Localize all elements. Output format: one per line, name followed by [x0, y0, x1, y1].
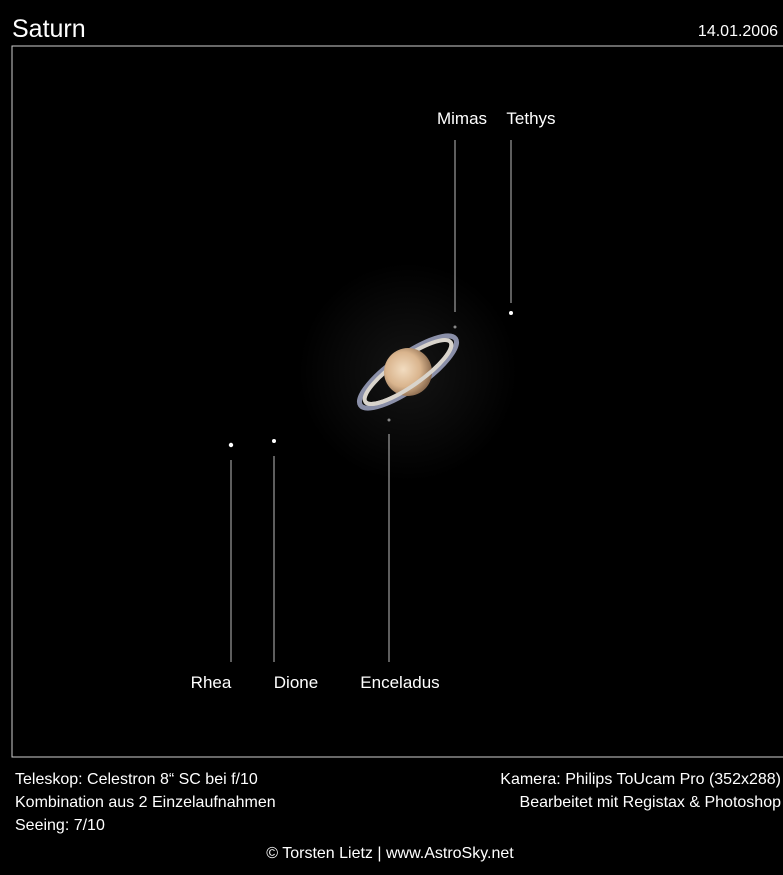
moon-label: Rhea [191, 673, 232, 692]
info-text: Teleskop: Celestron 8“ SC bei f/10 [15, 771, 258, 788]
info-text: Bearbeitet mit Registax & Photoshop [520, 794, 782, 811]
moon-label: Enceladus [360, 673, 439, 692]
moon-label: Mimas [437, 109, 487, 128]
moon [272, 439, 276, 443]
astro-photo: Saturn 14.01.2006 Mimas Tethys Rhea Dion… [0, 0, 783, 875]
moon [229, 443, 233, 447]
info-text: Seeing: 7/10 [15, 817, 105, 834]
title: Saturn [12, 15, 86, 43]
moon [388, 419, 391, 422]
info-text: Kombination aus 2 Einzelaufnahmen [15, 794, 276, 811]
credit: © Torsten Lietz | www.AstroSky.net [266, 845, 514, 862]
moon [454, 326, 457, 329]
moon-label: Dione [274, 673, 318, 692]
moon-label: Tethys [506, 109, 555, 128]
info-text: Kamera: Philips ToUcam Pro (352x288) [500, 771, 781, 788]
moon [509, 311, 513, 315]
date: 14.01.2006 [698, 23, 778, 40]
